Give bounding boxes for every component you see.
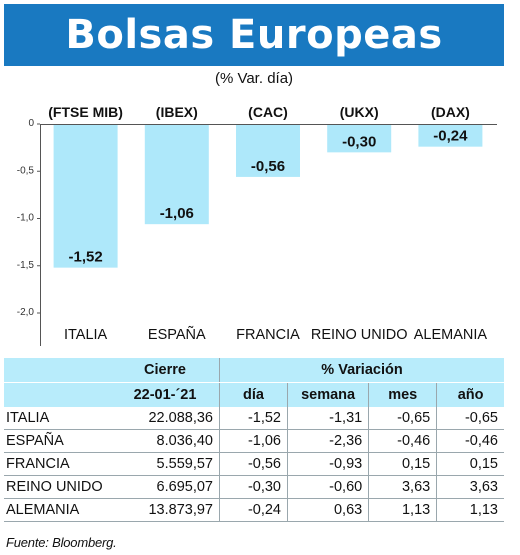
- bar: [144, 125, 209, 225]
- table-corner: [4, 358, 111, 383]
- cell-cierre: 8.036,40: [111, 429, 220, 453]
- index-label: (CAC): [248, 104, 288, 120]
- data-table: Cierre % Variación 22-01-´21 día semana …: [4, 358, 504, 522]
- index-label: (IBEX): [156, 104, 198, 120]
- chart-subtitle: (% Var. día): [214, 70, 294, 87]
- bar-value-label: -0,30: [342, 133, 376, 150]
- index-label: (FTSE MIB): [48, 104, 123, 120]
- bar: [236, 125, 300, 177]
- y-tick-label: -2,0: [17, 307, 35, 318]
- cell-semana: -0,60: [286, 475, 369, 499]
- cell-cierre: 5.559,57: [111, 452, 220, 476]
- row-name: ESPAÑA: [4, 429, 111, 453]
- cell-ano: -0,65: [436, 407, 504, 430]
- header-cierre: Cierre: [111, 358, 220, 383]
- cell-dia: -0,56: [219, 452, 288, 476]
- cell-dia: -1,06: [219, 429, 288, 453]
- table-row: FRANCIA 5.559,57 -0,56 -0,93 0,15 0,15: [4, 452, 504, 476]
- bar-value-label: -0,56: [251, 158, 285, 175]
- row-name: FRANCIA: [4, 452, 111, 476]
- header-mes: mes: [368, 382, 437, 407]
- table-corner-2: [4, 382, 111, 407]
- table-row: ALEMANIA 13.873,97 -0,24 0,63 1,13 1,13: [4, 498, 504, 522]
- data-table-wrap: Cierre % Variación 22-01-´21 día semana …: [4, 358, 504, 522]
- header-dia: día: [219, 382, 288, 407]
- bar: [53, 125, 118, 268]
- category-label: ITALIA: [64, 327, 108, 343]
- category-label: FRANCIA: [236, 327, 300, 343]
- cell-ano: 1,13: [436, 498, 504, 522]
- source-note: Fuente: Bloomberg.: [6, 535, 117, 550]
- bar-value-label: -1,52: [68, 249, 102, 266]
- row-name: REINO UNIDO: [4, 475, 111, 499]
- category-label: ESPAÑA: [148, 326, 206, 343]
- index-label: (DAX): [431, 104, 470, 120]
- page-title: Bolsas Europeas: [4, 4, 504, 66]
- bars: [53, 125, 483, 268]
- cell-dia: -1,52: [219, 407, 288, 430]
- bar-chart: 0-0,5-1,0-1,5-2,0 -1,52(FTSE MIB)ITALIA-…: [17, 104, 488, 343]
- category-label: REINO UNIDO: [311, 327, 408, 343]
- cell-mes: 1,13: [368, 498, 437, 522]
- cell-semana: 0,63: [286, 498, 369, 522]
- header-date: 22-01-´21: [111, 382, 220, 407]
- cell-ano: 0,15: [436, 452, 504, 476]
- index-label: (UKX): [340, 104, 379, 120]
- cell-semana: -0,93: [286, 452, 369, 476]
- table-row: ESPAÑA 8.036,40 -1,06 -2,36 -0,46 -0,46: [4, 429, 504, 453]
- bar-value-label: -0,24: [433, 128, 468, 145]
- table-row: ITALIA 22.088,36 -1,52 -1,31 -0,65 -0,65: [4, 407, 504, 430]
- cell-semana: -1,31: [286, 407, 369, 430]
- y-tick-label: -0,5: [17, 165, 35, 176]
- y-axis: 0 -0,5 -1,0 -1,5 -2,0: [17, 118, 40, 318]
- cell-cierre: 22.088,36: [111, 407, 220, 430]
- cell-mes: -0,46: [368, 429, 437, 453]
- bar: [418, 125, 483, 147]
- y-tick-label: -1,0: [17, 213, 35, 224]
- row-name: ITALIA: [4, 407, 111, 430]
- labels: -1,52 (FTSE MIB) ITALIA -1,06 (IBEX) ESPAÑA -0…: [48, 104, 487, 343]
- table-row: REINO UNIDO 6.695,07 -0,30 -0,60 3,63 3,63: [4, 475, 504, 499]
- cell-ano: -0,46: [436, 429, 504, 453]
- cell-cierre: 6.695,07: [111, 475, 220, 499]
- y-tick-label: 0: [28, 118, 34, 129]
- row-name: ALEMANIA: [4, 498, 111, 522]
- cell-semana: -2,36: [286, 429, 369, 453]
- cell-mes: 3,63: [368, 475, 437, 499]
- header-variacion: % Variación: [219, 358, 504, 383]
- header-ano: año: [436, 382, 504, 407]
- y-tick-label: -1,5: [17, 260, 35, 271]
- bar-value-label: -1,06: [160, 205, 194, 222]
- cell-dia: -0,24: [219, 498, 288, 522]
- header-semana: semana: [286, 382, 369, 407]
- cell-mes: 0,15: [368, 452, 437, 476]
- plot-frame: [40, 124, 497, 346]
- cell-mes: -0,65: [368, 407, 437, 430]
- cell-ano: 3,63: [436, 475, 504, 499]
- bar: [327, 125, 392, 153]
- cell-cierre: 13.873,97: [111, 498, 220, 522]
- cell-dia: -0,30: [219, 475, 288, 499]
- category-label: ALEMANIA: [414, 327, 488, 343]
